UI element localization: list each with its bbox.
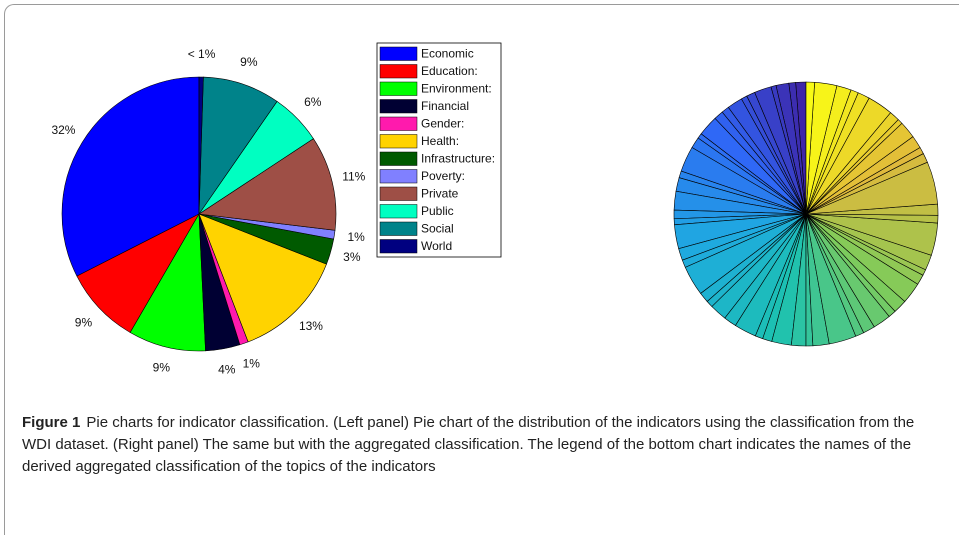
pie-slice [76,213,200,333]
slice-label: 1% [348,230,366,244]
legend-box [376,42,502,258]
legend-label: World [421,239,452,253]
legend-swatch [379,204,418,219]
slice-label: 9% [240,55,258,69]
legend-label: Infrastructure: [421,151,495,165]
legend-label: Public [421,204,454,218]
slice-label: 13% [299,319,323,333]
legend-label: Poverty: [421,169,465,183]
legend-swatch [379,46,418,61]
legend-label: Environment: [421,81,492,95]
figure-frame [4,4,959,535]
pie-slice [198,76,204,215]
slice-label: 4% [218,363,236,377]
legend-swatch [379,116,418,131]
slice-label: 6% [304,95,322,109]
slice-label: 3% [343,250,361,264]
pie-slice [198,76,278,216]
pie-slice [198,213,327,343]
pie-slice [129,212,206,352]
legend-swatch [379,134,418,149]
legend-label: Private [421,186,459,200]
legend-label: Education: [421,64,478,78]
legend-swatch [379,99,418,114]
legend-label: Social [421,221,454,235]
pie-slice [61,76,200,277]
legend-label: Gender: [421,116,464,130]
caption: Figure 1 Pie charts for indicator classif… [22,412,942,478]
legend-label: Financial [421,99,469,113]
pie-slice [805,81,815,215]
legend-swatch [379,239,418,254]
legend-swatch [379,169,418,184]
legend-swatch [379,81,418,96]
slice-label: 32% [51,123,75,137]
slice-label: 9% [153,361,171,375]
legend-label: Health: [421,134,459,148]
legend-swatch [379,221,418,236]
caption-label: Figure 1 [22,414,81,431]
pie-slice [198,138,337,231]
slice-label: 9% [75,315,93,329]
slice-label: < 1% [188,47,216,61]
chart: 32% 9% 9% 4% 1% 13% 3% 1% 11% 6% 9% < 1% Economic Edu… [51,42,939,377]
legend-swatch [379,151,418,166]
legend-swatch [379,186,418,201]
legend-swatch [379,64,418,79]
slice-label: 11% [342,170,365,184]
slice-label: 1% [243,356,261,370]
legend-label: Economic [421,46,474,60]
caption-text: Pie charts for indicator classification.… [22,414,915,475]
